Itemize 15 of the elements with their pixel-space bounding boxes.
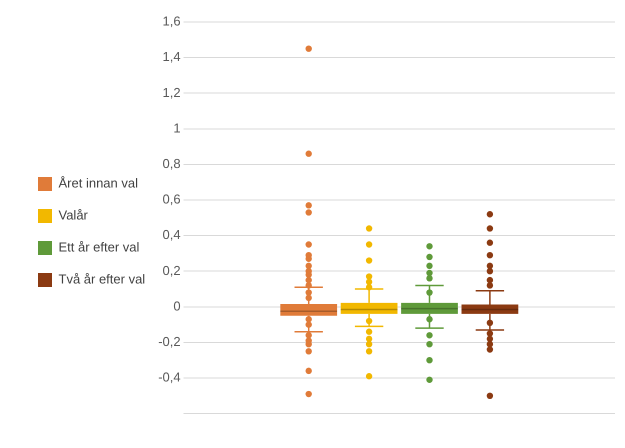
y-tick-label: 0 [173, 298, 181, 314]
y-tick-label: 1,4 [162, 49, 181, 64]
legend-label: Året innan val [58, 176, 138, 191]
y-tick-label: 0,6 [162, 192, 181, 207]
legend-label: Valår [58, 208, 89, 223]
legend-label: Två år efter val [58, 272, 146, 287]
y-tick-label: 0,4 [162, 227, 181, 242]
y-tick-label: 0,8 [162, 156, 181, 171]
y-tick-label: 1,6 [162, 14, 181, 29]
legend-label: Ett år efter val [58, 240, 140, 255]
y-tick-label: 1,2 [162, 84, 181, 100]
y-tick-label: -0,2 [158, 334, 181, 349]
y-tick-label: -0,4 [158, 370, 181, 385]
y-tick-label: 0,2 [162, 262, 181, 278]
y-tick-label: 1 [173, 120, 181, 136]
